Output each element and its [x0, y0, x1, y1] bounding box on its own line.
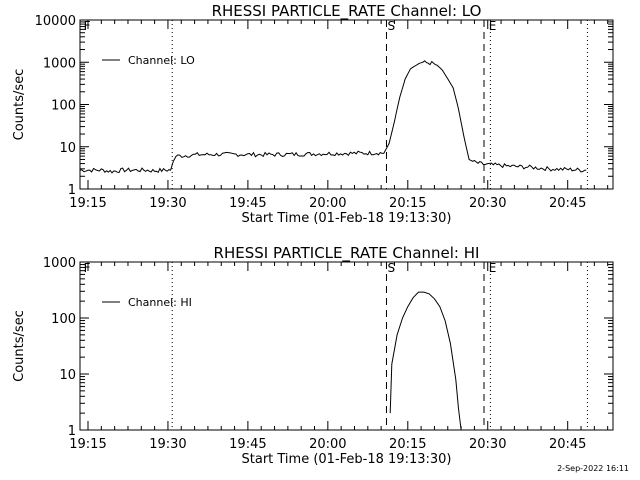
x-tick-label: 20:45 — [549, 437, 586, 452]
y-tick-label: 1 — [68, 424, 76, 439]
chart-title: RHESSI PARTICLE_RATE Channel: HI — [214, 244, 480, 263]
y-axis-label: Counts/sec — [12, 310, 27, 382]
x-tick-label: 20:30 — [469, 437, 506, 452]
y-tick-label: 10 — [59, 141, 76, 156]
chart-title: RHESSI PARTICLE_RATE Channel: LO — [212, 2, 482, 21]
x-tick-label: 20:00 — [309, 437, 346, 452]
x-tick-label: 19:45 — [229, 196, 266, 211]
y-tick-label: 100 — [51, 99, 76, 114]
flag-letter-f: F — [84, 261, 91, 275]
date-stamp: 2-Sep-2022 16:11 — [557, 464, 629, 473]
plot-frame — [79, 261, 614, 431]
y-tick-label: 10 — [59, 368, 76, 383]
y-tick-label: 10000 — [35, 14, 76, 29]
y-tick-label: 1000 — [43, 256, 76, 271]
data-series-line — [79, 60, 587, 174]
x-tick-label: 19:15 — [69, 196, 106, 211]
x-tick-label: 20:15 — [389, 196, 426, 211]
flag-letter-e: E — [489, 19, 497, 33]
plot-frame — [79, 19, 614, 190]
legend-label: Channel: LO — [128, 54, 195, 67]
flag-letter-s: S — [387, 19, 395, 33]
flag-letter-s: S — [387, 261, 395, 275]
y-tick-label: 1 — [68, 183, 76, 198]
x-tick-label: 19:45 — [229, 437, 266, 452]
x-axis-label: Start Time (01-Feb-18 19:13:30) — [242, 211, 452, 226]
x-tick-label: 19:30 — [149, 437, 186, 452]
x-tick-label: 20:30 — [469, 196, 506, 211]
y-tick-label: 100 — [51, 312, 76, 327]
x-tick-label: 20:00 — [309, 196, 346, 211]
x-axis-label: Start Time (01-Feb-18 19:13:30) — [242, 452, 452, 467]
x-tick-label: 19:30 — [149, 196, 186, 211]
y-axis-label: Counts/sec — [12, 69, 27, 141]
data-series-line — [389, 291, 462, 431]
flag-letter-e: E — [489, 261, 497, 275]
chart-panel-1 — [79, 19, 614, 190]
legend-label: Channel: HI — [128, 296, 192, 309]
x-tick-label: 20:45 — [549, 196, 586, 211]
x-tick-label: 20:15 — [389, 437, 426, 452]
flag-letter-f: F — [84, 19, 91, 33]
y-tick-label: 1000 — [43, 56, 76, 71]
x-tick-label: 19:15 — [69, 437, 106, 452]
chart-panel-2 — [79, 261, 614, 431]
